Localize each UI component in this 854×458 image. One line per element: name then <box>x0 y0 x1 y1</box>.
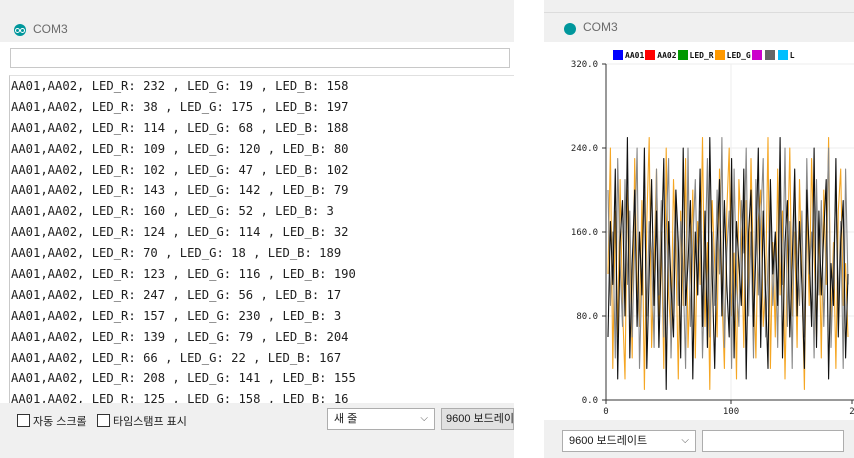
legend-swatch <box>777 50 788 60</box>
x-tick-label: 0 <box>603 407 608 417</box>
serial-line: AA01,AA02, LED_R: 160 , LED_G: 52 , LED_… <box>11 204 334 219</box>
plot-area: 0.0 80.0 160.0 240.0 320.0 0 100 2 <box>544 42 854 420</box>
legend-swatch <box>645 50 656 60</box>
checkbox-icon <box>17 414 30 427</box>
x-tick-label: 100 <box>723 407 739 417</box>
plotter-baud-value: 9600 보드레이트 <box>569 435 648 447</box>
serial-plotter-window: COM3 0.0 80.0 160.0 240.0 320.0 0 100 2 AA01 AA0… <box>544 0 854 458</box>
serial-monitor-window: COM3 AA01,AA02, LED_R: 232 , LED_G: 19 ,… <box>0 0 514 458</box>
serial-line: AA01,AA02, LED_R: 232 , LED_G: 19 , LED_… <box>11 79 349 93</box>
title-bar: COM3 <box>0 0 514 42</box>
legend-swatch <box>751 50 762 60</box>
baud-select[interactable]: 9600 보드레이 <box>441 408 514 430</box>
y-tick-label: 80.0 <box>576 312 598 322</box>
legend-swatch <box>764 50 775 60</box>
arduino-logo-icon <box>14 24 26 36</box>
serial-line: AA01,AA02, LED_R: 38 , LED_G: 175 , LED_… <box>11 99 349 114</box>
serial-line: AA01,AA02, LED_R: 208 , LED_G: 141 , LED… <box>11 371 356 386</box>
autoscroll-label: 자동 스크롤 <box>33 416 87 428</box>
send-input[interactable] <box>10 48 510 68</box>
x-tick-label: 2 <box>849 407 854 417</box>
bottom-bar: 자동 스크롤 타임스탬프 표시 새 줄 ⌵ 9600 보드레이 <box>0 403 514 458</box>
legend-label: AA02 <box>657 51 677 60</box>
y-tick-label: 240.0 <box>571 144 598 154</box>
serial-line: AA01,AA02, LED_R: 114 , LED_G: 68 , LED_… <box>11 120 349 135</box>
serial-line: AA01,AA02, LED_R: 157 , LED_G: 230 , LED… <box>11 308 342 323</box>
legend-swatch <box>677 50 688 60</box>
serial-line: AA01,AA02, LED_R: 66 , LED_G: 22 , LED_B… <box>11 350 342 365</box>
plot-legend: AA01 AA02 LED_R LED_G L <box>612 50 795 60</box>
legend-label: L <box>789 51 795 60</box>
plotter-title-bar: COM3 <box>544 12 854 43</box>
chevron-down-icon: ⌵ <box>420 413 428 424</box>
autoscroll-checkbox[interactable]: 자동 스크롤 <box>17 413 87 429</box>
plotter-window-title: COM3 <box>583 20 618 34</box>
y-tick-label: 160.0 <box>571 228 598 238</box>
legend-label: LED_R <box>689 51 714 60</box>
serial-line: AA01,AA02, LED_R: 102 , LED_G: 47 , LED_… <box>11 162 349 177</box>
legend-swatch <box>613 50 623 60</box>
serial-output[interactable]: AA01,AA02, LED_R: 232 , LED_G: 19 , LED_… <box>9 75 514 403</box>
chevron-down-icon: ⌵ <box>681 435 689 446</box>
line-ending-value: 새 줄 <box>334 413 358 425</box>
legend-swatch <box>714 50 725 60</box>
serial-line: AA01,AA02, LED_R: 139 , LED_G: 79 , LED_… <box>11 329 349 344</box>
serial-line: AA01,AA02, LED_R: 109 , LED_G: 120 , LED… <box>11 141 349 156</box>
timestamp-checkbox[interactable]: 타임스탬프 표시 <box>97 413 187 429</box>
plotter-baud-select[interactable]: 9600 보드레이트 ⌵ <box>562 430 696 452</box>
serial-line: AA01,AA02, LED_R: 70 , LED_G: 18 , LED_B… <box>11 246 342 261</box>
serial-line: AA01,AA02, LED_R: 123 , LED_G: 116 , LED… <box>11 267 356 282</box>
plotter-send-input[interactable] <box>702 430 844 452</box>
series-line-led-b <box>607 136 849 391</box>
window-title: COM3 <box>33 22 68 36</box>
serial-line: AA01,AA02, LED_R: 143 , LED_G: 142 , LED… <box>11 183 349 198</box>
series-line-led-g <box>607 136 849 391</box>
timestamp-label: 타임스탬프 표시 <box>113 416 187 428</box>
y-tick-label: 320.0 <box>571 60 598 70</box>
y-tick-label: 0.0 <box>582 396 598 406</box>
line-ending-select[interactable]: 새 줄 ⌵ <box>327 408 435 430</box>
checkbox-icon <box>97 414 110 427</box>
serial-line: AA01,AA02, LED_R: 124 , LED_G: 114 , LED… <box>11 225 349 240</box>
plot-svg: 0.0 80.0 160.0 240.0 320.0 0 100 2 <box>571 60 854 417</box>
serial-line: AA01,AA02, LED_R: 125 , LED_G: 158 , LED… <box>11 392 349 403</box>
legend-label: LED_G <box>726 51 751 60</box>
plotter-bottom-bar: 9600 보드레이트 ⌵ <box>544 420 854 458</box>
legend-label: AA01 <box>625 51 645 60</box>
serial-line: AA01,AA02, LED_R: 247 , LED_G: 56 , LED_… <box>11 287 342 302</box>
arduino-logo-icon <box>564 23 576 35</box>
